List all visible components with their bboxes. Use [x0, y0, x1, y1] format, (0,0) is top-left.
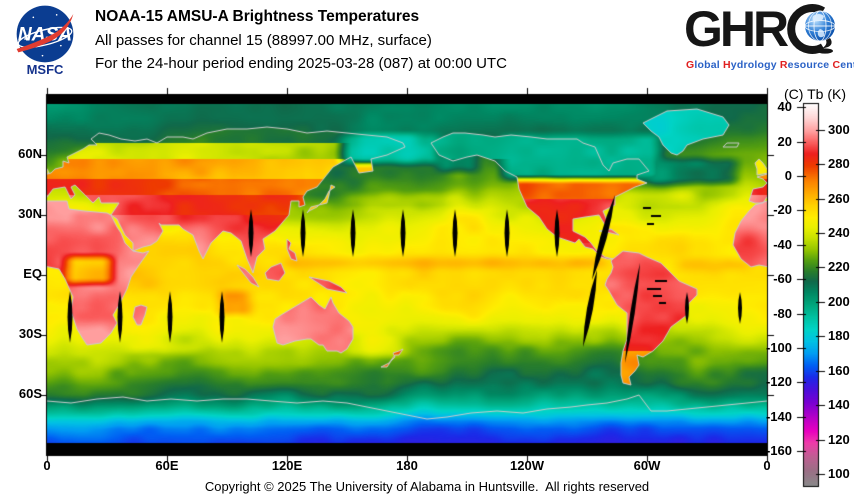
lat-label-30S: 30S [18, 326, 42, 341]
colorbar-c-tick--20: -20 [773, 202, 792, 218]
colorbar-c-tick--60: -60 [773, 271, 792, 287]
ghrc-acronym-text: GHR [684, 1, 789, 57]
colorbar-k-tick-200: 200 [828, 293, 850, 309]
ghrc-acronym: GHR [684, 2, 838, 56]
lon-label-120E-120: 120E [271, 458, 303, 473]
colorbar-k-tick-300: 300 [828, 121, 850, 137]
colorbar-c-tick--80: -80 [773, 305, 792, 321]
brightness-temperature-map [39, 86, 776, 464]
colorbar-c-tick--100: -100 [765, 340, 792, 356]
ghrc-tagline-initial: C [832, 59, 841, 71]
colorbar-k-tick-160: 160 [828, 362, 850, 378]
ghrc-tagline-initial: H [723, 59, 731, 71]
colorbar-k-tick-280: 280 [828, 156, 850, 172]
nasa-swoosh [16, 14, 74, 53]
lat-label-60N: 60N [18, 146, 42, 161]
colorbar-c-tick--160: -160 [765, 443, 792, 459]
colorbar-c-tick-40: 40 [777, 99, 792, 115]
lon-label-120W-240: 120W [510, 458, 544, 473]
colorbar-k-tick-100: 100 [828, 465, 850, 481]
lon-label-60W-300: 60W [633, 458, 661, 473]
colorbar-k-tick-260: 260 [828, 190, 850, 206]
nasa-wordmark: NASA [18, 25, 72, 46]
colorbar-title: (C) Tb (K) [784, 86, 846, 102]
ghrc-tagline-word: ydrology [730, 59, 780, 71]
lon-label-180-180: 180 [396, 458, 418, 473]
lon-label-0-0: 0 [43, 458, 51, 473]
colorbar-c-tick--40: -40 [773, 236, 792, 252]
ghrc-tagline-word: esource [787, 59, 833, 71]
lon-label-60E-60: 60E [155, 458, 179, 473]
ghrc-tagline-word: lobal [694, 59, 723, 71]
lat-label-30N: 30N [18, 206, 42, 221]
subtitle-period: For the 24-hour period ending 2025-03-28… [95, 55, 507, 72]
ghrc-tagline-initial: R [779, 59, 788, 71]
msfc-label: MSFC [26, 62, 64, 77]
nasa-orbit-ellipse [17, 26, 73, 48]
ghrc-tagline-initial: G [686, 59, 695, 71]
colorbar-k-tick-180: 180 [828, 328, 850, 344]
colorbar-k-tick-240: 240 [828, 225, 850, 241]
subtitle-channel: All passes for channel 15 (88997.00 MHz,… [95, 32, 432, 49]
colorbar-k-tick-120: 120 [828, 431, 850, 447]
colorbar-c-tick-20: 20 [777, 133, 792, 149]
ghrc-globe-c-icon [787, 4, 836, 54]
colorbar-c-tick--140: -140 [765, 408, 792, 424]
nasa-logo[interactable]: NASA [8, 4, 82, 64]
lat-label-60S: 60S [18, 386, 42, 401]
colorbar-k-tick-220: 220 [828, 259, 850, 275]
ghrc-tagline: Global Hydrology Resource Center [686, 59, 854, 71]
lon-label-0-360: 0 [763, 458, 771, 473]
lat-label-EQ: EQ [23, 266, 42, 281]
ghrc-logo[interactable]: GHR Glob [684, 2, 854, 80]
page-title: NOAA-15 AMSU-A Brightness Temperatures [95, 8, 420, 25]
colorbar [794, 100, 828, 492]
colorbar-c-tick-0: 0 [784, 168, 792, 183]
ghrc-tagline-word: enter [840, 59, 854, 71]
copyright-line: Copyright © 2025 The University of Alaba… [204, 479, 650, 494]
colorbar-k-tick-140: 140 [828, 397, 850, 413]
colorbar-c-tick--120: -120 [765, 374, 792, 390]
